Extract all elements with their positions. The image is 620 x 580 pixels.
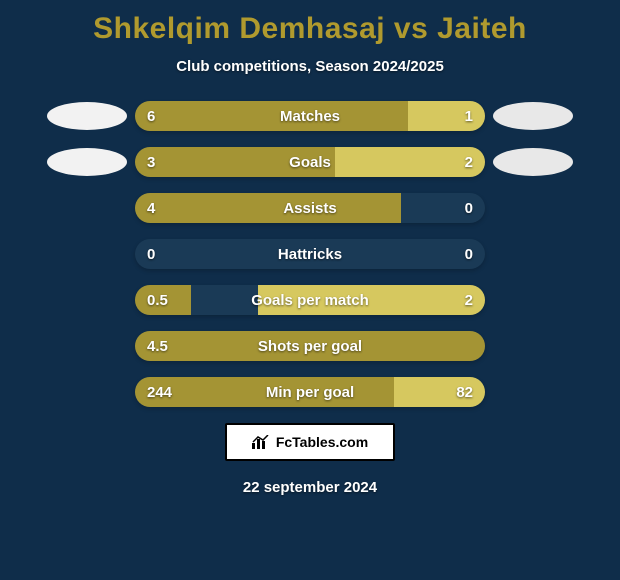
- stat-bar: 40Assists: [135, 193, 485, 223]
- stats-container: 61Matches32Goals40Assists00Hattricks0.52…: [0, 101, 620, 407]
- stat-row: 61Matches: [0, 101, 620, 131]
- date-text: 22 september 2024: [0, 479, 620, 496]
- stat-value-left: 244: [147, 377, 172, 407]
- stat-bar: 61Matches: [135, 101, 485, 131]
- attribution-text: FcTables.com: [276, 434, 368, 450]
- stat-value-left: 0: [147, 239, 155, 269]
- stat-value-right: 0: [465, 239, 473, 269]
- stat-bar-right: [258, 285, 486, 315]
- player-right-portrait: [493, 102, 573, 130]
- stat-row: 0.52Goals per match: [0, 285, 620, 315]
- stat-value-left: 4.5: [147, 331, 168, 361]
- stat-bar: 0.52Goals per match: [135, 285, 485, 315]
- stat-bar: 24482Min per goal: [135, 377, 485, 407]
- stat-row: 4.5Shots per goal: [0, 331, 620, 361]
- stat-row: 24482Min per goal: [0, 377, 620, 407]
- stat-bar-left: [135, 193, 401, 223]
- attribution-badge: FcTables.com: [225, 423, 395, 461]
- page-title: Shkelqim Demhasaj vs Jaiteh: [0, 0, 620, 46]
- stat-value-left: 3: [147, 147, 155, 177]
- stat-value-left: 4: [147, 193, 155, 223]
- stat-bar-left: [135, 101, 408, 131]
- stat-bar: 4.5Shots per goal: [135, 331, 485, 361]
- stat-bar-left: [135, 331, 485, 361]
- stat-bar-left: [135, 147, 335, 177]
- player-left-portrait: [47, 102, 127, 130]
- stat-value-right: 0: [465, 193, 473, 223]
- stat-bar-right: [408, 101, 485, 131]
- player-left-portrait: [47, 148, 127, 176]
- stat-value-right: 2: [465, 285, 473, 315]
- stat-row: 32Goals: [0, 147, 620, 177]
- player-right-portrait: [493, 148, 573, 176]
- stat-bar: 32Goals: [135, 147, 485, 177]
- chart-icon: [252, 435, 270, 449]
- stat-bar-left: [135, 377, 394, 407]
- stat-row: 0 0Hattricks: [0, 239, 620, 269]
- stat-value-right: 82: [456, 377, 473, 407]
- stat-value-left: 6: [147, 101, 155, 131]
- stat-label: Hattricks: [135, 239, 485, 269]
- stat-value-right: 2: [465, 147, 473, 177]
- stat-bar: 0 0Hattricks: [135, 239, 485, 269]
- subtitle: Club competitions, Season 2024/2025: [0, 58, 620, 75]
- stat-bar-right: [335, 147, 486, 177]
- stat-value-left: 0.5: [147, 285, 168, 315]
- stat-row: 40Assists: [0, 193, 620, 223]
- stat-value-right: 1: [465, 101, 473, 131]
